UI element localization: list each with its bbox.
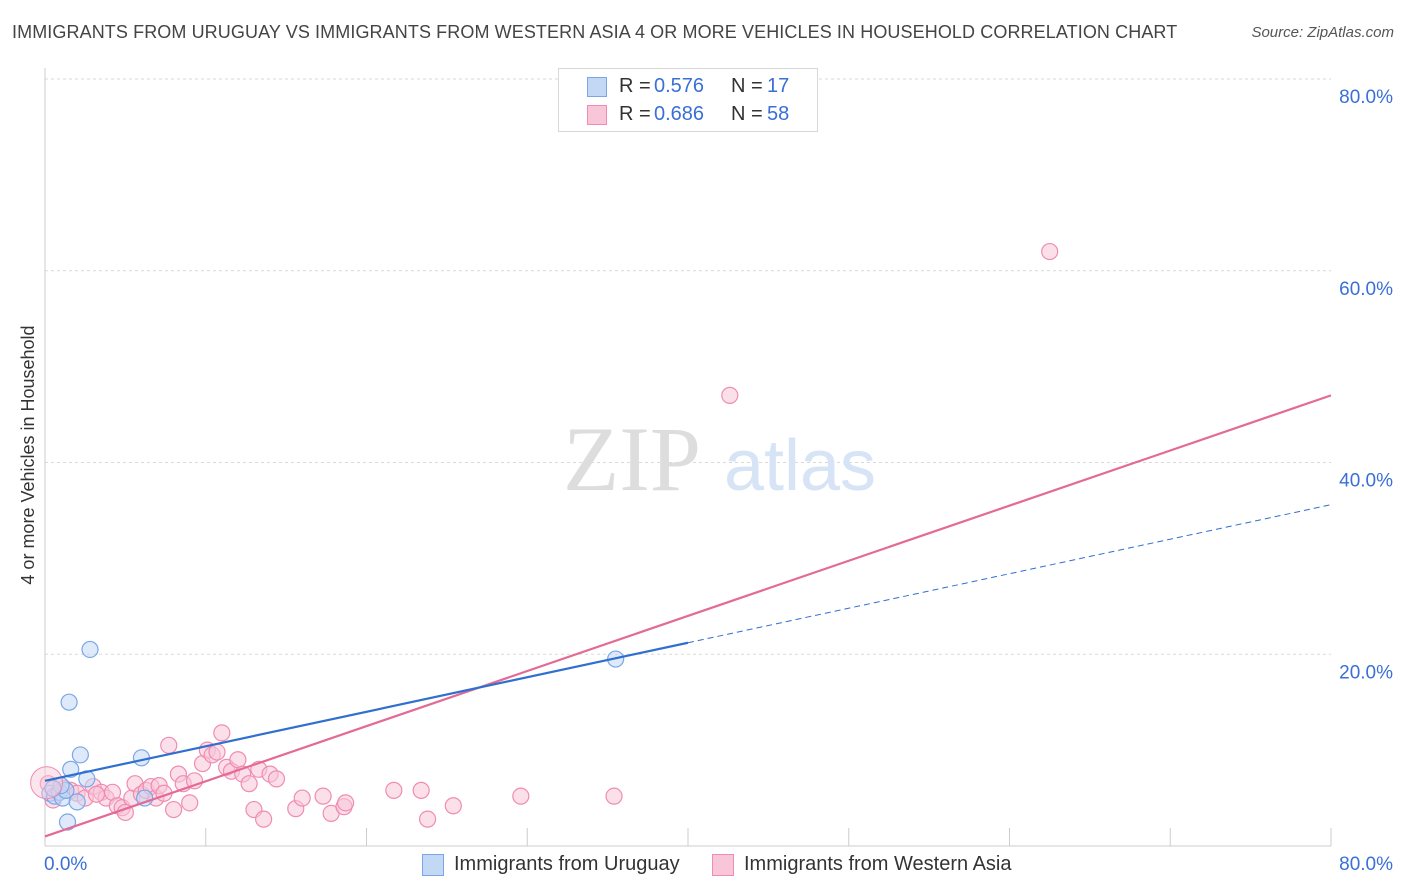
data-points xyxy=(30,242,1059,831)
watermark-atlas: atlas xyxy=(724,426,876,506)
western-asia-point xyxy=(255,810,273,828)
y-tick-label: 60.0% xyxy=(1339,279,1393,300)
western-asia-point xyxy=(412,781,430,799)
uruguay-point xyxy=(58,813,77,831)
uruguay-trend-extension xyxy=(687,504,1332,644)
x-tick-label-max: 80.0% xyxy=(1339,854,1393,875)
western-asia-point xyxy=(314,787,332,805)
western-asia-point xyxy=(293,789,311,807)
western-asia-point xyxy=(444,797,462,815)
stats-row-uruguay: R = 0.576 N = 17 xyxy=(559,73,817,101)
y-tick-label: 80.0% xyxy=(1339,87,1393,108)
x-tick-label-min: 0.0% xyxy=(44,854,87,875)
r-value: 0.686 xyxy=(654,103,705,125)
legend-swatch-uruguay xyxy=(422,854,444,876)
legend-swatch-western-asia xyxy=(712,854,734,876)
uruguay-swatch xyxy=(587,77,607,97)
stats-row-western-asia: R = 0.686 N = 58 xyxy=(559,101,817,129)
uruguay-point xyxy=(71,746,89,764)
western-asia-point xyxy=(213,724,231,742)
y-tick-label: 20.0% xyxy=(1339,662,1393,683)
trend-lines xyxy=(44,394,1332,838)
western-asia-point xyxy=(30,766,64,800)
uruguay-point xyxy=(136,789,154,807)
uruguay-point xyxy=(44,779,62,798)
axes xyxy=(44,68,1332,847)
legend-item-western-asia[interactable]: Immigrants from Western Asia xyxy=(712,852,1032,878)
source-label: Source: ZipAtlas.com xyxy=(1251,24,1394,41)
western-asia-point xyxy=(512,787,530,805)
western-asia-point xyxy=(418,810,437,828)
stats-legend: R = 0.576 N = 17 R = 0.686 N = 58 xyxy=(558,68,818,132)
western-asia-swatch xyxy=(587,105,607,125)
western-asia-point xyxy=(165,800,183,819)
r-label: R = xyxy=(619,103,651,125)
western-asia-point xyxy=(160,736,178,754)
uruguay-point xyxy=(60,693,78,711)
y-tick-label: 40.0% xyxy=(1339,471,1393,492)
western-asia-point xyxy=(605,787,623,805)
western-asia-point xyxy=(181,794,199,812)
western-asia-point xyxy=(87,785,106,803)
western-asia-point xyxy=(240,775,258,793)
western-asia-trend-line xyxy=(44,394,1332,838)
uruguay-point xyxy=(81,640,99,659)
chart-title: IMMIGRANTS FROM URUGUAY VS IMMIGRANTS FR… xyxy=(12,22,1178,42)
n-value: 58 xyxy=(767,103,790,125)
western-asia-point xyxy=(208,743,226,761)
legend-label-western-asia: Immigrants from Western Asia xyxy=(744,853,1012,875)
uruguay-point xyxy=(68,793,86,811)
y-axis-label: 4 or more Vehicles in Household xyxy=(18,325,38,584)
n-label: N = xyxy=(731,75,763,97)
n-label: N = xyxy=(731,103,763,125)
legend-label-uruguay: Immigrants from Uruguay xyxy=(454,853,680,875)
western-asia-point xyxy=(1041,242,1059,261)
western-asia-point xyxy=(385,781,403,799)
western-asia-point xyxy=(721,386,739,404)
r-value: 0.576 xyxy=(654,75,705,97)
watermark-zip: ZIP xyxy=(563,408,701,510)
western-asia-point xyxy=(267,770,286,788)
grid xyxy=(45,78,1331,655)
uruguay-trend-line xyxy=(44,641,689,782)
western-asia-point xyxy=(337,794,355,812)
watermark: ZIP atlas xyxy=(563,408,876,510)
n-value: 17 xyxy=(767,75,790,97)
legend-item-uruguay[interactable]: Immigrants from Uruguay xyxy=(422,852,702,878)
western-asia-point xyxy=(229,751,247,769)
r-label: R = xyxy=(619,75,651,97)
tick-labels: 20.0% 40.0% 60.0% 80.0% 0.0% 80.0% xyxy=(44,87,1393,875)
